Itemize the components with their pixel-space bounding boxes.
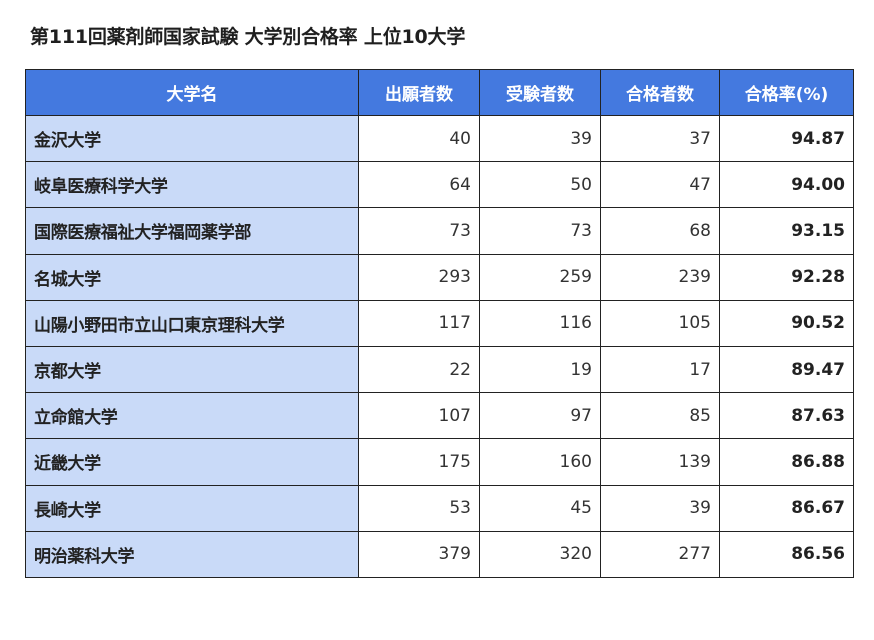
university-name: 明治薬科大学 — [25, 530, 359, 578]
header-pass-rate: 合格率(%) — [719, 69, 854, 116]
university-name: 岐阜医療科学大学 — [25, 161, 359, 209]
examinees-cell: 160 — [479, 438, 601, 486]
university-name: 長崎大学 — [25, 484, 359, 532]
examinees-cell: 19 — [479, 345, 601, 394]
university-name: 金沢大学 — [25, 114, 359, 163]
header-applicants: 出願者数 — [358, 69, 480, 116]
table-row: 国際医療福祉大学福岡薬学部 73 73 68 93.15 — [25, 207, 854, 255]
table-row: 金沢大学 40 39 37 94.87 — [25, 114, 854, 163]
university-name: 立命館大学 — [25, 392, 359, 440]
examinees-cell: 259 — [479, 253, 601, 301]
header-university-name: 大学名 — [25, 69, 359, 116]
passed-cell: 277 — [600, 530, 720, 578]
university-name: 京都大学 — [25, 345, 359, 394]
examinees-cell: 45 — [479, 484, 601, 532]
applicants-cell: 22 — [358, 345, 480, 394]
passed-cell: 239 — [600, 253, 720, 301]
table-row: 名城大学 293 259 239 92.28 — [25, 253, 854, 301]
pass-rate-cell: 86.88 — [719, 438, 854, 486]
header-passed: 合格者数 — [600, 69, 720, 116]
passed-cell: 139 — [600, 438, 720, 486]
table-row: 近畿大学 175 160 139 86.88 — [25, 438, 854, 486]
applicants-cell: 379 — [358, 530, 480, 578]
examinees-cell: 39 — [479, 114, 601, 163]
applicants-cell: 107 — [358, 392, 480, 440]
header-examinees: 受験者数 — [479, 69, 601, 116]
table-row: 立命館大学 107 97 85 87.63 — [25, 392, 854, 440]
passed-cell: 39 — [600, 484, 720, 532]
passed-cell: 85 — [600, 392, 720, 440]
examinees-cell: 320 — [479, 530, 601, 578]
table-row: 長崎大学 53 45 39 86.67 — [25, 484, 854, 532]
university-name: 名城大学 — [25, 253, 359, 301]
pass-rate-cell: 90.52 — [719, 299, 854, 347]
pass-rate-cell: 86.67 — [719, 484, 854, 532]
applicants-cell: 64 — [358, 161, 480, 209]
pass-rate-cell: 87.63 — [719, 392, 854, 440]
examinees-cell: 50 — [479, 161, 601, 209]
passed-cell: 47 — [600, 161, 720, 209]
pass-rate-cell: 92.28 — [719, 253, 854, 301]
page-title: 第111回薬剤師国家試験 大学別合格率 上位10大学 — [30, 26, 466, 48]
passed-cell: 105 — [600, 299, 720, 347]
table-row: 山陽小野田市立山口東京理科大学 117 116 105 90.52 — [25, 299, 854, 347]
university-name: 国際医療福祉大学福岡薬学部 — [25, 207, 359, 255]
passed-cell: 37 — [600, 114, 720, 163]
examinees-cell: 73 — [479, 207, 601, 255]
applicants-cell: 53 — [358, 484, 480, 532]
university-name: 近畿大学 — [25, 438, 359, 486]
table-header-row: 大学名 出願者数 受験者数 合格者数 合格率(%) — [25, 69, 854, 116]
pass-rate-cell: 89.47 — [719, 345, 854, 394]
applicants-cell: 40 — [358, 114, 480, 163]
university-name: 山陽小野田市立山口東京理科大学 — [25, 299, 359, 347]
pass-rate-cell: 94.00 — [719, 161, 854, 209]
table-row: 岐阜医療科学大学 64 50 47 94.00 — [25, 161, 854, 209]
applicants-cell: 175 — [358, 438, 480, 486]
applicants-cell: 117 — [358, 299, 480, 347]
pass-rate-cell: 94.87 — [719, 114, 854, 163]
table-row: 京都大学 22 19 17 89.47 — [25, 345, 854, 394]
applicants-cell: 73 — [358, 207, 480, 255]
examinees-cell: 97 — [479, 392, 601, 440]
table-row: 明治薬科大学 379 320 277 86.56 — [25, 530, 854, 578]
applicants-cell: 293 — [358, 253, 480, 301]
pass-rate-cell: 86.56 — [719, 530, 854, 578]
passed-cell: 68 — [600, 207, 720, 255]
passed-cell: 17 — [600, 345, 720, 394]
results-table: 大学名 出願者数 受験者数 合格者数 合格率(%) 金沢大学 40 39 37 … — [25, 69, 854, 578]
examinees-cell: 116 — [479, 299, 601, 347]
pass-rate-cell: 93.15 — [719, 207, 854, 255]
